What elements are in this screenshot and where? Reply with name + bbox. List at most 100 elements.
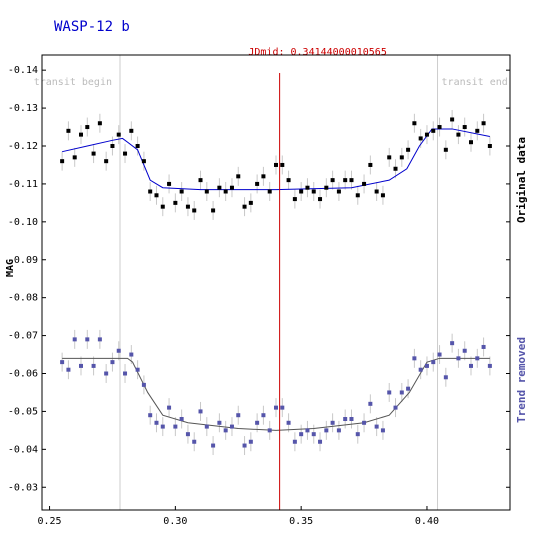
- data-point: [110, 144, 115, 148]
- data-point: [368, 162, 373, 167]
- data-point: [469, 140, 473, 145]
- data-point: [185, 204, 190, 209]
- data-point: [318, 197, 323, 202]
- data-point: [305, 428, 310, 433]
- data-point: [431, 128, 436, 133]
- data-point: [66, 367, 71, 372]
- y-tick-label: -0.06: [8, 369, 38, 380]
- y-tick-label: -0.09: [8, 255, 38, 266]
- data-point: [160, 204, 165, 209]
- transit-label: transit begin: [34, 77, 112, 88]
- data-point: [393, 405, 398, 410]
- data-point: [211, 208, 216, 213]
- data-point: [487, 363, 492, 368]
- data-point: [72, 155, 77, 160]
- data-point: [217, 185, 222, 190]
- data-point: [123, 151, 128, 156]
- data-point: [154, 193, 159, 198]
- data-point: [72, 337, 77, 342]
- data-point: [406, 386, 411, 391]
- y-tick-label: -0.03: [8, 482, 38, 493]
- data-point: [154, 420, 159, 425]
- x-tick-label: 0.25: [38, 516, 62, 527]
- fit-line: [62, 357, 490, 431]
- data-point: [311, 432, 316, 437]
- data-point: [431, 360, 436, 365]
- data-point: [242, 204, 247, 209]
- data-point: [336, 189, 341, 194]
- data-point: [97, 121, 102, 126]
- transit-label: transit end: [442, 77, 508, 88]
- data-point: [450, 341, 455, 346]
- data-point: [380, 193, 385, 198]
- data-point: [255, 420, 260, 425]
- data-point: [374, 424, 379, 429]
- data-point: [192, 208, 197, 213]
- data-point: [255, 181, 260, 186]
- legend-label: Original data: [515, 137, 528, 223]
- data-point: [204, 424, 209, 429]
- data-point: [443, 375, 448, 380]
- data-point: [267, 428, 272, 433]
- data-point: [324, 185, 329, 190]
- data-point: [349, 417, 354, 421]
- data-point: [437, 352, 442, 357]
- x-tick-label: 0.30: [163, 516, 187, 527]
- data-point: [198, 409, 203, 414]
- data-point: [229, 424, 234, 429]
- data-point: [160, 424, 165, 429]
- data-point: [248, 439, 253, 444]
- data-point: [129, 128, 134, 133]
- data-point: [299, 432, 304, 437]
- data-point: [274, 162, 278, 167]
- data-point: [355, 432, 360, 437]
- data-point: [236, 413, 241, 418]
- data-point: [116, 132, 121, 137]
- x-tick-label: 0.40: [415, 516, 439, 527]
- data-point: [60, 159, 65, 164]
- data-point: [368, 401, 373, 406]
- data-point: [223, 428, 228, 433]
- x-tick-label: 0.35: [289, 516, 313, 527]
- data-point: [286, 178, 291, 183]
- data-point: [135, 144, 140, 148]
- data-point: [242, 443, 247, 448]
- data-point: [66, 128, 71, 133]
- data-point: [412, 356, 417, 361]
- data-point: [167, 181, 172, 186]
- data-point: [299, 189, 304, 194]
- data-point: [424, 363, 429, 368]
- data-point: [223, 189, 228, 194]
- data-point: [261, 174, 266, 179]
- data-point: [443, 147, 448, 152]
- data-point: [406, 147, 411, 152]
- data-point: [362, 181, 367, 186]
- data-point: [399, 390, 404, 395]
- data-point: [311, 189, 316, 194]
- data-point: [141, 159, 146, 164]
- data-point: [135, 367, 140, 372]
- data-point: [79, 363, 83, 368]
- data-point: [129, 352, 134, 357]
- data-point: [393, 166, 398, 171]
- data-point: [261, 413, 266, 418]
- data-point: [217, 420, 222, 425]
- data-point: [387, 390, 392, 395]
- data-point: [116, 348, 121, 353]
- data-point: [236, 174, 241, 179]
- data-point: [167, 405, 172, 410]
- data-point: [173, 200, 178, 205]
- data-point: [192, 439, 197, 444]
- data-point: [387, 155, 392, 160]
- data-point: [198, 178, 203, 183]
- data-point: [274, 405, 278, 410]
- data-point: [104, 371, 109, 376]
- data-point: [292, 439, 297, 444]
- data-point: [462, 348, 467, 353]
- data-point: [267, 189, 272, 194]
- data-point: [418, 367, 423, 372]
- data-point: [456, 132, 461, 137]
- data-point: [280, 162, 285, 167]
- data-point: [91, 363, 96, 368]
- data-point: [280, 405, 285, 410]
